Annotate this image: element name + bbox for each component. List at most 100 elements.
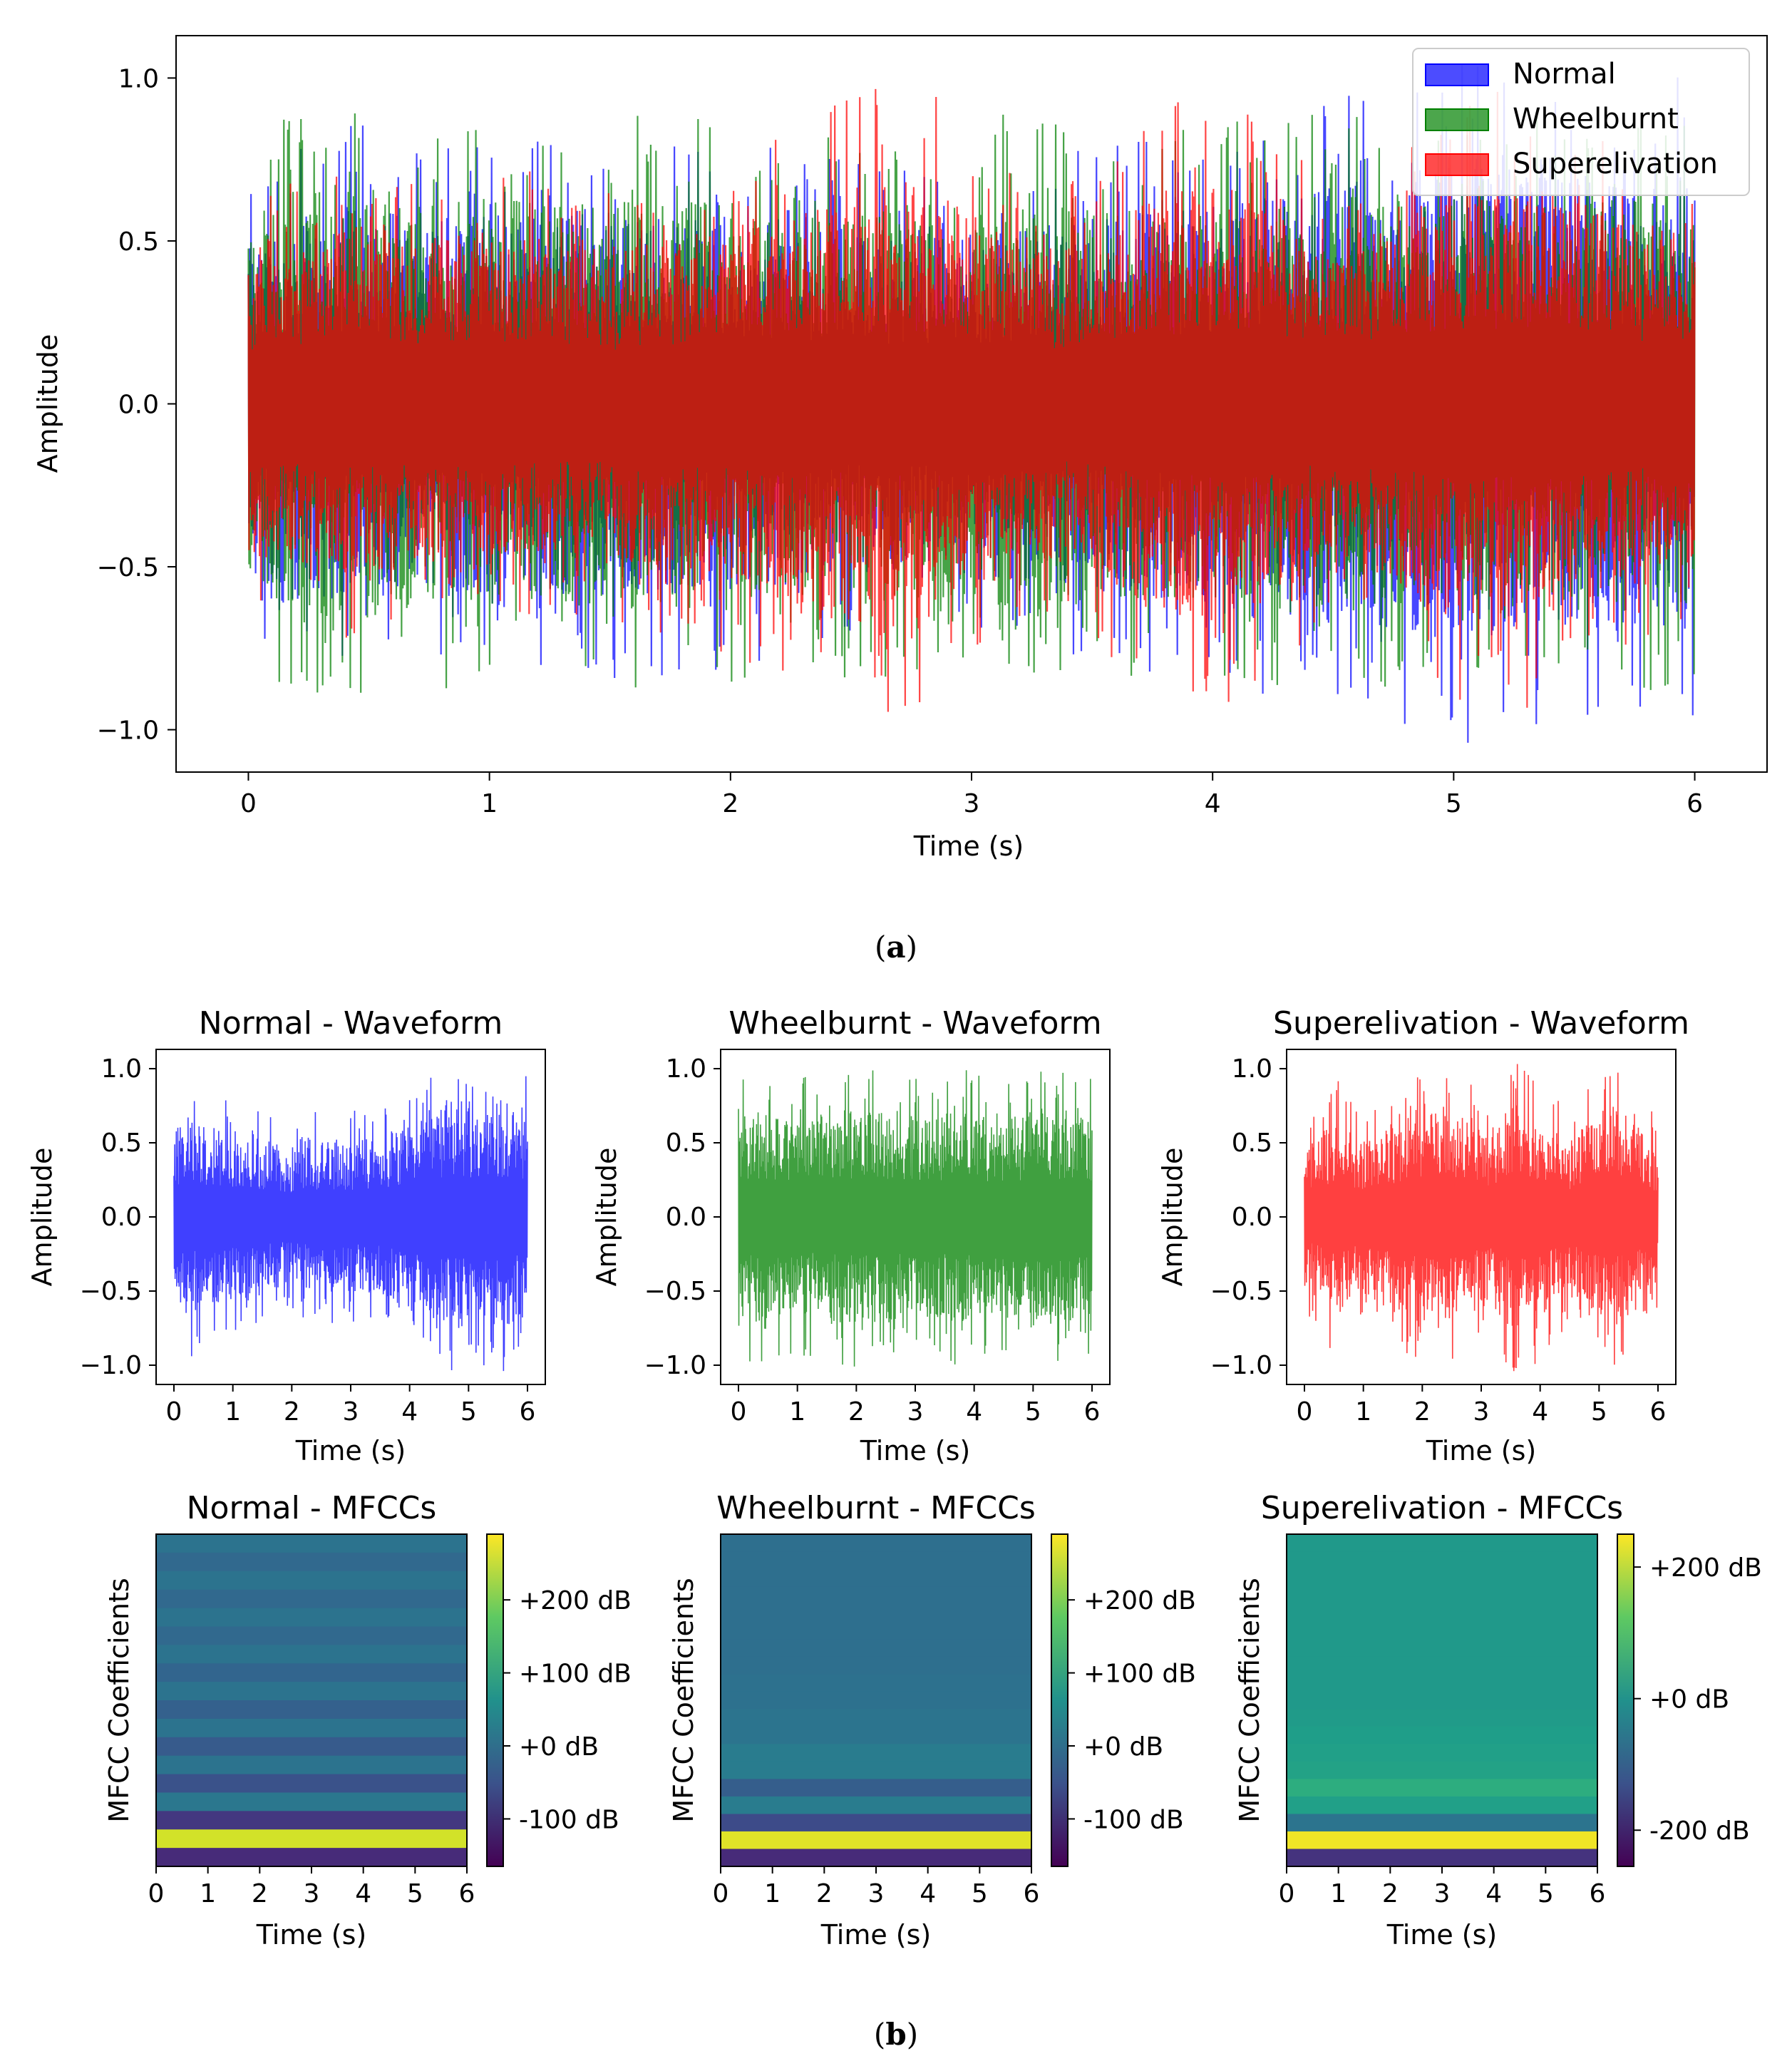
mfcc-cell — [721, 1586, 1031, 1605]
colorbar-ticks: +200 dB +100 dB +0 dB -100 dB — [503, 1586, 632, 1834]
mfcc-cell — [721, 1656, 1031, 1675]
y-tick-label: 0.5 — [101, 1129, 142, 1158]
x-tick-label: 2 — [252, 1879, 268, 1908]
mfcc-cell — [156, 1755, 467, 1775]
colorbar-ticks: +200 dB +0 dB -200 dB — [1634, 1553, 1762, 1846]
mfcc-cell — [721, 1849, 1031, 1867]
legend-label-wheelburnt: Wheelburnt — [1513, 103, 1679, 135]
x-tick-label: 2 — [722, 789, 738, 818]
y-tick-label: 1.0 — [118, 64, 159, 93]
mfcc-cell — [721, 1814, 1031, 1832]
mfcc-x-axis-label: Time (s) — [256, 1919, 367, 1951]
mfcc-cell — [721, 1726, 1031, 1744]
mfcc-cell — [1287, 1831, 1597, 1850]
mfcc-cell — [156, 1700, 467, 1720]
y-tick-label: −0.5 — [1210, 1277, 1272, 1306]
x-tick-label: 1 — [1355, 1397, 1371, 1427]
mfcc-cell — [1287, 1604, 1597, 1623]
main-x-axis-label: Time (s) — [913, 831, 1024, 862]
y-tick-label: −1.0 — [80, 1351, 142, 1380]
caption-a: (a) — [875, 930, 917, 965]
mfcc-cell — [1287, 1621, 1597, 1640]
x-tick-label: 3 — [343, 1397, 359, 1427]
mfcc-cell — [1287, 1639, 1597, 1657]
x-tick-label: 5 — [972, 1879, 988, 1908]
waveform-signal — [738, 1070, 1093, 1367]
x-tick-label: 1 — [789, 1397, 805, 1427]
colorbar-tick-label: +200 dB — [1083, 1586, 1196, 1615]
legend-swatch-superelivation — [1425, 153, 1489, 176]
colorbar-tick-label: +200 dB — [1649, 1553, 1762, 1583]
mfcc-wheelburnt: Wheelburnt - MFCCs 0 1 2 3 4 5 6 Time (s) MFCC… — [668, 1490, 1196, 1951]
main-y-ticks: 1.0 0.5 0.0 −0.5 −1.0 — [97, 64, 176, 746]
main-x-ticks: 0 1 2 3 4 5 6 — [240, 772, 1703, 818]
x-tick-label: 5 — [1538, 1879, 1554, 1908]
x-tick-label: 1 — [764, 1879, 781, 1908]
y-tick-label: 0.0 — [1232, 1203, 1272, 1232]
x-tick-label: 5 — [1591, 1397, 1607, 1427]
x-tick-label: 0 — [1297, 1397, 1313, 1427]
mfcc-cell — [1287, 1656, 1597, 1675]
mfcc-cell — [156, 1626, 467, 1645]
main-legend: Normal Wheelburnt Superelivation — [1412, 48, 1750, 196]
panel-a: 0 1 2 3 4 5 6 1.0 0.5 0.0 −0.5 −1.0 Time (s) Ampli… — [32, 35, 1768, 965]
x-tick-label: 0 — [240, 789, 257, 818]
caption-a-open: ( — [875, 930, 886, 965]
mfcc-cell — [156, 1589, 467, 1609]
mfcc-cell — [1287, 1744, 1597, 1762]
waveform-title: Superelivation - Waveform — [1273, 1005, 1689, 1042]
x-tick-label: 3 — [868, 1879, 885, 1908]
waveform-x-axis-label: Time (s) — [860, 1435, 971, 1466]
y-tick-label: 1.0 — [666, 1054, 706, 1084]
mfcc-cell — [1287, 1761, 1597, 1779]
caption-b: (b) — [874, 2017, 918, 2052]
x-tick-label: 6 — [1024, 1879, 1040, 1908]
mfcc-heatmap — [1287, 1534, 1597, 1867]
x-tick-label: 5 — [1446, 789, 1462, 818]
mfcc-cell — [156, 1848, 467, 1867]
mfcc-cell — [156, 1571, 467, 1590]
x-tick-label: 4 — [1485, 1879, 1502, 1908]
mfcc-x-axis-label: Time (s) — [820, 1919, 932, 1951]
mfcc-cell — [156, 1682, 467, 1701]
waveform-y-ticks: 1.0 0.5 0.0 −0.5 −1.0 — [80, 1054, 156, 1380]
mfcc-y-axis-label: MFCC Coefficients — [103, 1578, 135, 1822]
waveform-x-ticks: 0 1 2 3 4 5 6 — [731, 1384, 1100, 1427]
main-waveforms — [247, 65, 1696, 743]
y-tick-label: 0.0 — [118, 391, 159, 420]
y-tick-label: 0.0 — [101, 1203, 142, 1232]
waveform-signal — [173, 1076, 528, 1372]
waveform-title: Normal - Waveform — [199, 1005, 503, 1042]
mfcc-x-ticks: 0 1 2 3 4 5 6 — [148, 1866, 475, 1908]
y-tick-label: −1.0 — [1210, 1351, 1272, 1380]
x-tick-label: 5 — [1025, 1397, 1041, 1427]
caption-b-open: ( — [874, 2017, 885, 2052]
waveform-line — [173, 1076, 528, 1372]
mfcc-cell — [721, 1779, 1031, 1797]
mfcc-cell — [156, 1774, 467, 1794]
waveform-normal: Normal - Waveform 0 1 2 3 4 5 6 1.0 0.5 0.0 −0.5 −… — [26, 1005, 546, 1466]
x-tick-label: 2 — [1414, 1397, 1431, 1427]
x-tick-label: 1 — [225, 1397, 241, 1427]
colorbar-tick-label: -100 dB — [1083, 1805, 1184, 1834]
mfcc-cell — [156, 1811, 467, 1830]
y-tick-label: 0.5 — [118, 227, 159, 257]
waveform-wheelburnt: Wheelburnt - Waveform 0 1 2 3 4 5 6 1.0 0.5 0.0 −… — [591, 1005, 1111, 1466]
mfcc-cell — [1287, 1726, 1597, 1744]
x-tick-label: 2 — [284, 1397, 300, 1427]
mfcc-cell — [1287, 1569, 1597, 1588]
waveform-y-axis-label: Amplitude — [591, 1148, 622, 1287]
y-tick-label: −0.5 — [80, 1277, 142, 1306]
mfcc-cell — [1287, 1691, 1597, 1710]
legend-label-superelivation: Superelivation — [1513, 148, 1718, 180]
mfcc-cell — [721, 1604, 1031, 1623]
x-tick-label: 3 — [1473, 1397, 1490, 1427]
colorbar-tick-label: -100 dB — [519, 1805, 619, 1834]
x-tick-label: 0 — [731, 1397, 747, 1427]
colorbar — [1051, 1533, 1068, 1867]
legend-swatch-wheelburnt — [1425, 108, 1489, 131]
mfcc-cell — [156, 1534, 467, 1553]
mfcc-cell — [1287, 1796, 1597, 1815]
